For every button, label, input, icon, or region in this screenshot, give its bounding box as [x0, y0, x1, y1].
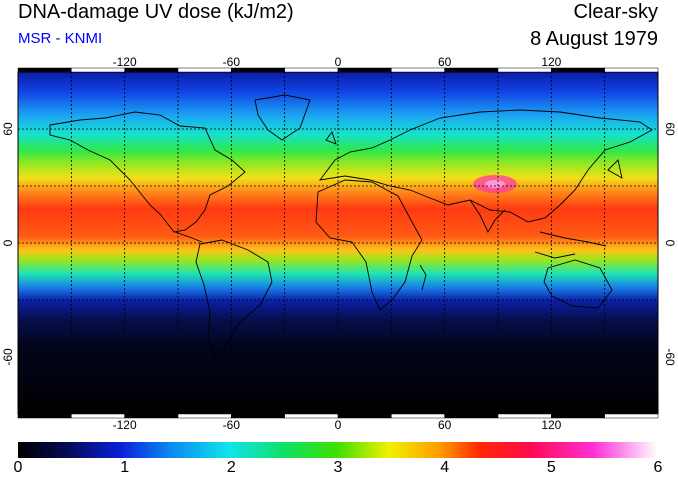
border-mark — [444, 67, 499, 73]
border-mark — [284, 67, 339, 73]
border-mark — [17, 67, 72, 73]
longitude-tick-label: -120 — [113, 418, 137, 432]
map-border-marks — [17, 67, 659, 419]
date-label: 8 August 1979 — [530, 28, 658, 50]
longitude-tick-label: 120 — [541, 418, 561, 432]
latitude-tick-label: 60 — [663, 122, 677, 136]
sky-condition-label: Clear-sky — [573, 1, 658, 23]
colorbar-tick-label: 4 — [440, 459, 450, 476]
border-mark — [391, 413, 445, 419]
colorbar-gradient — [18, 442, 658, 458]
longitude-tick-label: -120 — [113, 55, 137, 69]
latitude-tick-label: 0 — [1, 239, 15, 246]
tibet-hotspot-core — [485, 180, 505, 188]
gridlines — [18, 72, 658, 414]
border-mark — [17, 413, 72, 419]
colorbar-tick-label: 5 — [546, 459, 556, 476]
border-mark — [337, 413, 392, 419]
longitude-tick-label: -60 — [223, 55, 241, 69]
colorbar-tick-label: 0 — [13, 459, 23, 476]
coastlines — [49, 94, 653, 361]
world-map: -120 -120 -60 -60 0 0 60 60 120 120 60 60 0 0 -60 -60 — [1, 55, 677, 432]
latitude-tick-label: -60 — [663, 348, 677, 366]
border-mark — [391, 67, 445, 73]
colorbar-tick-label: 1 — [120, 459, 130, 476]
longitude-tick-label: 60 — [438, 55, 452, 69]
longitude-tick-label: 0 — [335, 418, 342, 432]
border-mark — [337, 67, 392, 73]
colorbar-tick-label: 2 — [226, 459, 236, 476]
latitude-tick-label: 60 — [1, 122, 15, 136]
longitude-tick-label: 0 — [335, 55, 342, 69]
border-mark — [284, 413, 339, 419]
border-mark — [444, 413, 499, 419]
latitude-tick-label: 0 — [663, 240, 677, 247]
map-tick-labels: -120 -120 -60 -60 0 0 60 60 120 120 60 60 0 0 -60 -60 — [1, 55, 677, 432]
colorbar — [18, 442, 658, 458]
longitude-tick-label: -60 — [223, 418, 241, 432]
border-mark — [604, 413, 659, 419]
source-label: MSR - KNMI — [18, 30, 103, 47]
longitude-tick-label: 120 — [541, 55, 561, 69]
colorbar-tick-label: 3 — [333, 459, 343, 476]
map-title: DNA-damage UV dose (kJ/m2) — [18, 1, 294, 23]
border-mark — [604, 67, 659, 73]
longitude-tick-label: 60 — [438, 418, 452, 432]
latitude-tick-label: -60 — [1, 348, 15, 366]
colorbar-tick-label: 6 — [653, 459, 663, 476]
